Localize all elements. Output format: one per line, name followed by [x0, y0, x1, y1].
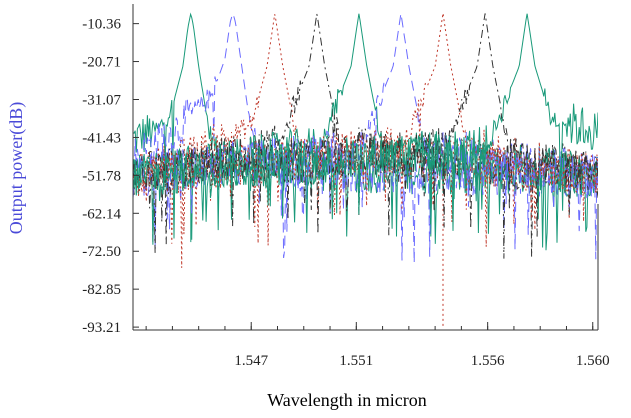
y-tick-label: -93.21	[82, 320, 121, 336]
x-tick-label: 1.547	[234, 353, 268, 369]
y-tick-label: -41.43	[82, 130, 121, 146]
x-tick-label: 1.551	[339, 353, 373, 369]
y-tick-label: -62.14	[82, 206, 121, 222]
y-axis-title: Output power(dB)	[6, 102, 27, 234]
axes-layer	[132, 4, 599, 331]
y-tick-label: -72.50	[82, 244, 121, 260]
series-line-5	[133, 13, 598, 248]
y-tick-label: -31.07	[82, 92, 121, 108]
series-line-7	[133, 13, 598, 268]
series-line-9	[133, 13, 598, 237]
y-tick-label: -10.36	[82, 17, 121, 33]
x-axis-title: Wavelength in micron	[267, 390, 427, 410]
x-tick-labels: 1.547 1.551 1.556 1.560	[234, 353, 609, 369]
series-line-8	[133, 13, 598, 254]
series-line-2	[133, 12, 598, 264]
y-tick-label: -51.78	[82, 168, 121, 184]
y-tick-label: -82.85	[82, 282, 121, 298]
y-tick-label: -20.71	[82, 55, 121, 71]
y-tick-labels: -10.36 -20.71 -31.07 -41.43 -51.78 -62.14 -72.…	[82, 17, 121, 336]
x-tick-label: 1.560	[576, 353, 610, 369]
series-line-4	[133, 13, 598, 259]
x-tick-label: 1.556	[471, 353, 505, 369]
series-layer	[133, 12, 598, 327]
